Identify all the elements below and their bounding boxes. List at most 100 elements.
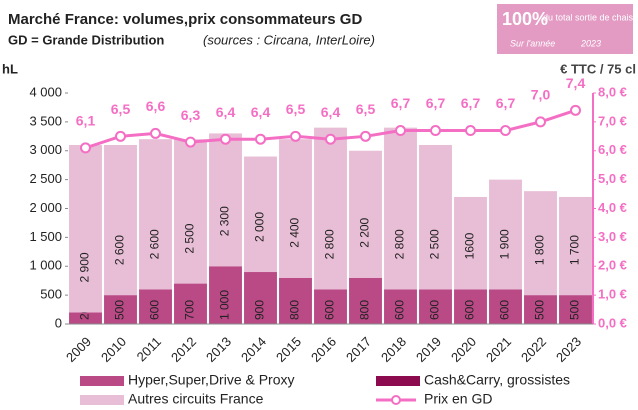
- bar-segment: [139, 139, 172, 290]
- price-marker: [360, 130, 371, 142]
- price-label: 7,4: [566, 75, 586, 91]
- data-label: 800: [288, 300, 302, 320]
- data-label: 2 800: [393, 229, 407, 259]
- bar-segment: [314, 127, 347, 290]
- data-label: 600: [428, 300, 442, 320]
- data-label: 600: [498, 300, 512, 320]
- price-marker: [150, 127, 161, 139]
- price-marker: [395, 125, 406, 137]
- price-label: 6,7: [461, 95, 481, 111]
- bar-segment: [384, 127, 417, 290]
- data-label: 800: [358, 300, 372, 320]
- x-tick-label: 2011: [134, 334, 164, 364]
- data-label: 2 500: [428, 229, 442, 259]
- data-label: 2 400: [288, 217, 302, 247]
- bar-segment: [174, 139, 207, 284]
- data-label: 1 900: [498, 229, 512, 259]
- price-label: 6,5: [356, 101, 376, 117]
- legend-swatch: [376, 376, 420, 386]
- data-label: 600: [323, 300, 337, 320]
- price-marker: [220, 133, 231, 145]
- data-label: 500: [533, 300, 547, 320]
- bar-segment: [524, 295, 557, 324]
- bar-segment: [489, 179, 522, 290]
- y-tick-label: 2 000: [29, 200, 62, 215]
- bar-segment: [384, 289, 417, 324]
- chart-source: (sources : Circana, InterLoire): [203, 32, 375, 47]
- price-label: 6,6: [146, 98, 166, 114]
- data-label: 900: [253, 300, 267, 320]
- badge-period: Sur l'année: [510, 38, 555, 48]
- data-label: 2 500: [183, 223, 197, 253]
- x-tick-label: 2022: [518, 334, 549, 365]
- y2-tick-label: 8,0 €: [598, 84, 627, 99]
- price-marker: [535, 116, 546, 128]
- x-tick-label: 2016: [308, 334, 339, 365]
- bar-segment: [489, 289, 522, 324]
- data-label: 600: [393, 300, 407, 320]
- bar-segment: [349, 150, 382, 278]
- y-axis-label: hL: [2, 61, 18, 76]
- price-marker: [115, 130, 126, 142]
- badge-text: du total sortie de chais: [543, 12, 634, 22]
- data-label: 2 000: [253, 212, 267, 242]
- x-tick-label: 2012: [168, 334, 199, 365]
- legend-label: Prix en GD: [424, 391, 492, 407]
- bar-segment: [104, 295, 137, 324]
- price-marker: [255, 133, 266, 145]
- bar-segment: [174, 283, 207, 324]
- bar-segment: [559, 295, 592, 324]
- data-label: 1 800: [533, 235, 547, 265]
- x-tick-label: 2010: [98, 334, 129, 365]
- legend-swatch: [80, 395, 124, 405]
- price-label: 6,7: [391, 95, 411, 111]
- data-label: 600: [463, 300, 477, 320]
- price-label: 6,4: [251, 104, 271, 120]
- bar-segment: [244, 272, 277, 324]
- data-label: 2 200: [358, 217, 372, 247]
- bar-segment: [69, 144, 102, 313]
- bar-segment: [139, 289, 172, 324]
- bar-segment: [559, 196, 592, 296]
- chart-title: Marché France: volumes,prix consommateur…: [8, 11, 362, 28]
- data-label: 1 000: [218, 290, 232, 320]
- y2-tick-label: 1,0 €: [598, 287, 627, 302]
- x-tick-label: 2018: [378, 334, 409, 365]
- x-tick-label: 2020: [448, 334, 479, 365]
- bar-segment: [524, 191, 557, 296]
- price-label: 6,4: [321, 104, 341, 120]
- price-marker: [290, 130, 301, 142]
- x-tick-label: 2019: [413, 334, 444, 365]
- y-tick-label: 4 000: [29, 84, 62, 99]
- bar-segment: [454, 196, 487, 290]
- price-marker: [80, 142, 91, 154]
- data-label: 2 600: [113, 235, 127, 265]
- price-marker: [185, 136, 196, 148]
- bar-segment: [349, 277, 382, 324]
- y2-tick-label: 0,0 €: [598, 315, 627, 330]
- price-label: 6,1: [76, 113, 96, 129]
- price-marker: [465, 125, 476, 137]
- bar-segment: [104, 144, 137, 296]
- bar-segment: [279, 277, 312, 324]
- legend-label: Cash&Carry, grossistes: [424, 372, 570, 388]
- x-tick-label: 2015: [273, 334, 304, 365]
- y2-tick-label: 4,0 €: [598, 200, 627, 215]
- chart-subtitle: GD = Grande Distribution: [8, 32, 164, 47]
- badge-year: 2023: [580, 38, 601, 48]
- y-tick-label: 1 500: [29, 229, 62, 244]
- data-label: 700: [183, 300, 197, 320]
- price-label: 6,5: [111, 101, 131, 117]
- x-tick-label: 2009: [63, 334, 94, 365]
- y-tick-label: 1 000: [29, 258, 62, 273]
- bar-segment: [244, 156, 277, 273]
- x-tick-label: 2014: [238, 334, 269, 365]
- bar-segment: [209, 133, 242, 267]
- price-label: 7,0: [531, 87, 551, 103]
- x-tick-label: 2023: [553, 334, 584, 365]
- data-label: 1600: [463, 232, 477, 259]
- badge-value: 100%: [502, 9, 548, 29]
- bar-segment: [209, 266, 242, 324]
- price-marker: [325, 133, 336, 145]
